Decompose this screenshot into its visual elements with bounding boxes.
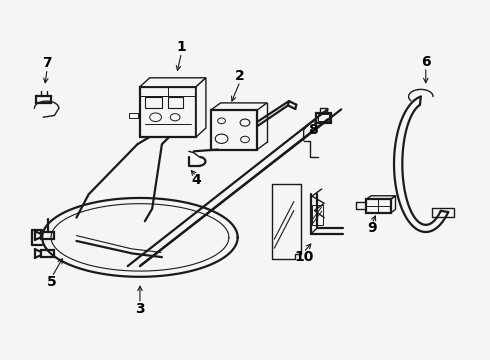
Bar [168,97,183,108]
Bar [140,87,196,137]
Bar [316,113,331,123]
Polygon shape [140,78,206,87]
Bar [432,208,454,217]
Text: 4: 4 [191,173,201,187]
Text: 8: 8 [309,123,318,137]
Bar [211,110,257,149]
Bar [145,97,162,108]
Text: 1: 1 [176,40,186,54]
Bar [41,250,54,257]
Text: 7: 7 [42,57,52,71]
Text: 6: 6 [421,55,431,69]
Bar [36,96,50,103]
Bar [366,199,391,213]
Bar [41,232,54,239]
Text: 2: 2 [235,69,245,83]
Bar [318,114,329,121]
Text: 5: 5 [47,275,57,289]
Bar [129,113,138,118]
Bar [312,205,323,225]
Text: 9: 9 [367,221,377,235]
Text: 10: 10 [294,250,313,264]
Polygon shape [196,78,206,137]
Text: 3: 3 [135,302,145,316]
